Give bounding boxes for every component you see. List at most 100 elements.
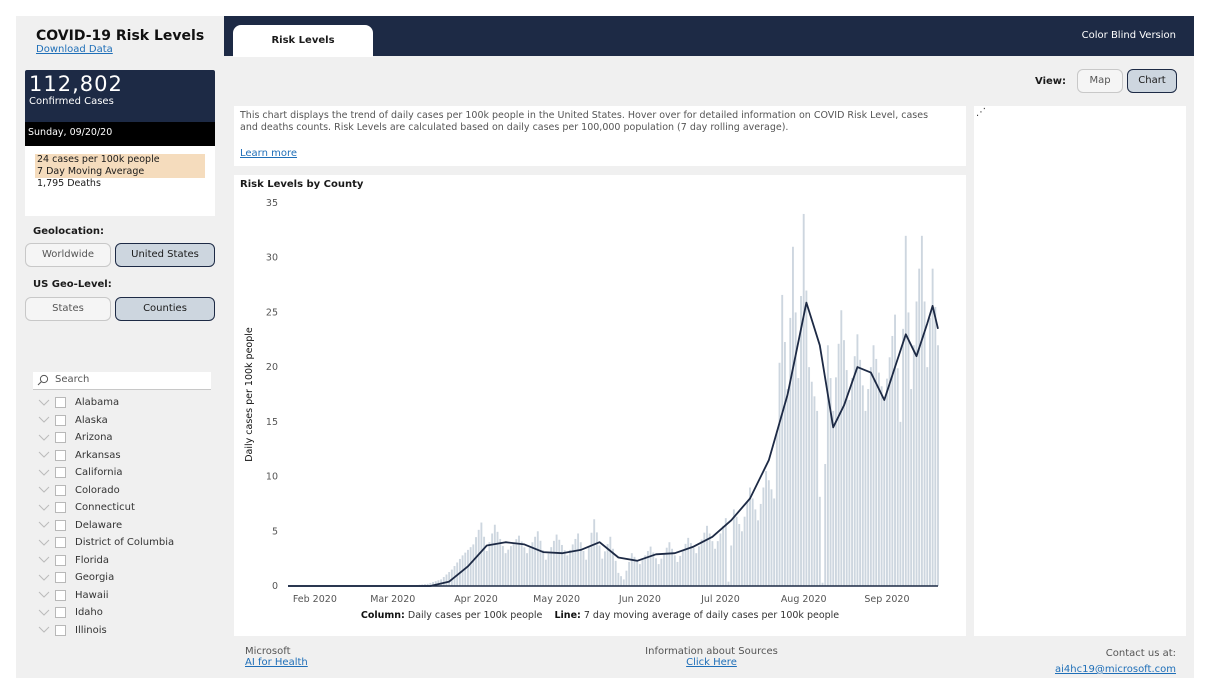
chart-bar — [684, 543, 687, 586]
united-states-button[interactable]: United States — [115, 243, 215, 267]
learn-more-link[interactable]: Learn more — [240, 148, 298, 159]
chevron-down-icon[interactable] — [37, 398, 51, 408]
state-list-item[interactable]: California — [33, 464, 213, 482]
sidebar: COVID-19 Risk Levels Download Data 112,8… — [16, 16, 224, 678]
checkbox[interactable] — [55, 607, 66, 619]
chart-bar — [668, 542, 671, 586]
chart-bar — [475, 537, 477, 586]
chart-bar — [434, 581, 437, 586]
checkbox[interactable] — [55, 484, 66, 496]
worldwide-button[interactable]: Worldwide — [25, 243, 111, 267]
chart-bar — [577, 533, 580, 586]
state-list-item[interactable]: District of Columbia — [33, 534, 213, 552]
chart-bar — [875, 358, 878, 586]
chevron-down-icon[interactable] — [37, 573, 51, 583]
state-list-item[interactable]: Alabama — [33, 394, 213, 412]
checkbox[interactable] — [55, 432, 66, 444]
checkbox[interactable] — [55, 397, 66, 409]
chart-bar — [781, 294, 784, 586]
chart-bar — [601, 558, 604, 586]
checkbox[interactable] — [55, 467, 66, 479]
chart-bar — [859, 359, 862, 586]
chevron-down-icon[interactable] — [37, 433, 51, 443]
state-label: Alabama — [75, 397, 120, 409]
state-list-item[interactable]: Hawaii — [33, 587, 213, 605]
chart-bar — [638, 564, 641, 586]
state-label: California — [75, 467, 123, 479]
checkbox[interactable] — [55, 624, 66, 636]
chart-bar — [544, 559, 547, 586]
chart-bar — [531, 542, 534, 586]
checkbox[interactable] — [55, 502, 66, 514]
x-tick-label: Jun 2020 — [618, 594, 661, 605]
checkbox[interactable] — [55, 572, 66, 584]
chevron-down-icon[interactable] — [37, 538, 51, 548]
chart-bar — [472, 544, 475, 586]
chart-bar — [765, 471, 768, 586]
chart-bar — [749, 487, 751, 586]
chevron-down-icon[interactable] — [37, 625, 51, 635]
contact-email-link[interactable]: ai4hc19@microsoft.com — [1055, 664, 1176, 675]
state-label: Arizona — [75, 432, 113, 444]
state-list-item[interactable]: Colorado — [33, 482, 213, 500]
checkbox[interactable] — [55, 519, 66, 531]
chart-bar — [824, 463, 827, 586]
chevron-down-icon[interactable] — [37, 590, 51, 600]
more-options-icon[interactable]: ⋰ — [976, 107, 986, 118]
confirmed-cases-label: Confirmed Cases — [29, 96, 114, 107]
chevron-down-icon[interactable] — [37, 415, 51, 425]
chevron-down-icon[interactable] — [37, 555, 51, 565]
checkbox[interactable] — [55, 554, 66, 566]
risk-chart[interactable]: 0 5 10 15 20 25 30 35 Daily cases per 100k peopl… — [234, 195, 966, 627]
chart-view-button[interactable]: Chart — [1127, 69, 1177, 93]
legend-column-text: Daily cases per 100k people — [407, 610, 543, 621]
chevron-down-icon[interactable] — [37, 485, 51, 495]
state-list-item[interactable]: Arizona — [33, 429, 213, 447]
state-list-item[interactable]: Illinois — [33, 622, 213, 640]
color-blind-version-link[interactable]: Color Blind Version — [1081, 30, 1176, 41]
chart-bar — [448, 572, 451, 586]
counties-button[interactable]: Counties — [115, 297, 215, 321]
search-input[interactable]: Search — [33, 372, 211, 390]
y-tick-label: 10 — [266, 472, 278, 483]
chevron-down-icon[interactable] — [37, 608, 51, 618]
state-list-item[interactable]: Georgia — [33, 569, 213, 587]
chart-bar — [773, 498, 776, 586]
state-list-item[interactable]: Idaho — [33, 604, 213, 622]
chart-bar — [698, 546, 700, 586]
chart-bar — [480, 522, 483, 586]
view-label: View: — [1035, 76, 1067, 87]
state-list-item[interactable]: Delaware — [33, 517, 213, 535]
state-list-item[interactable]: Connecticut — [33, 499, 213, 517]
checkbox[interactable] — [55, 537, 66, 549]
state-list-item[interactable]: Arkansas — [33, 447, 213, 465]
map-view-button[interactable]: Map — [1077, 69, 1123, 93]
sources-link[interactable]: Click Here — [686, 657, 737, 668]
chart-bar — [894, 314, 896, 586]
checkbox[interactable] — [55, 449, 66, 461]
chart-bar — [896, 368, 899, 586]
state-list-item[interactable]: Alaska — [33, 412, 213, 430]
state-label: Florida — [75, 554, 110, 566]
stats-date: Sunday, 09/20/20 — [25, 122, 215, 146]
checkbox[interactable] — [55, 589, 66, 601]
x-tick-label: Aug 2020 — [781, 594, 827, 605]
ai-for-health-link[interactable]: AI for Health — [245, 657, 308, 668]
chart-bar — [907, 312, 910, 586]
cases-per-100k: 24 cases per 100k people — [35, 154, 205, 166]
chevron-down-icon[interactable] — [37, 520, 51, 530]
chevron-down-icon[interactable] — [37, 503, 51, 513]
chart-bar — [555, 534, 558, 586]
state-list-item[interactable]: Florida — [33, 552, 213, 570]
checkbox[interactable] — [55, 414, 66, 426]
chevron-down-icon[interactable] — [37, 450, 51, 460]
download-data-link[interactable]: Download Data — [36, 44, 113, 55]
chevron-down-icon[interactable] — [37, 468, 51, 478]
chart-bar — [493, 524, 496, 586]
chart-bar — [504, 553, 507, 586]
tab-risk-levels[interactable]: Risk Levels — [233, 25, 373, 57]
chart-bar — [679, 555, 682, 586]
chart-bar — [869, 367, 872, 586]
chart-bar — [622, 579, 625, 586]
states-button[interactable]: States — [25, 297, 111, 321]
